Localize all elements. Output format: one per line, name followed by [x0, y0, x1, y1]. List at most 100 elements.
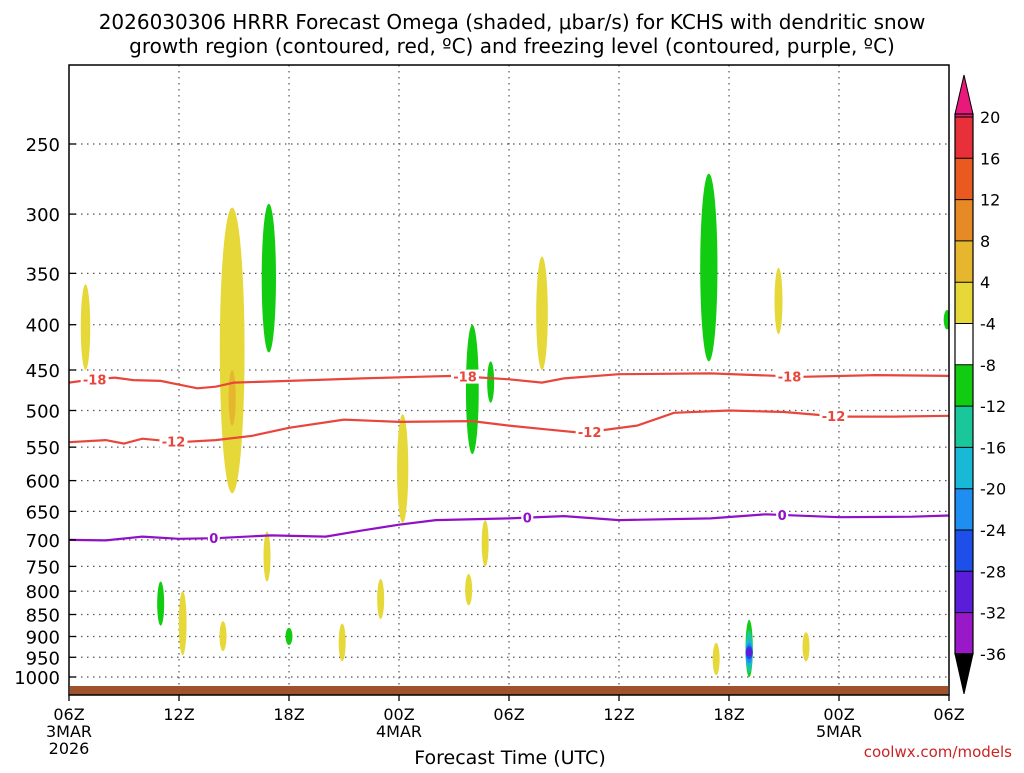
- omega-cell-10: [338, 623, 346, 662]
- colorbar-label-16: 16: [980, 149, 1000, 168]
- contour-label-bg-0-2: [521, 510, 534, 525]
- contour-label-0-2: 0: [523, 512, 532, 527]
- omega-cell-7: [263, 531, 271, 582]
- colorbar-bin-4: [955, 282, 973, 324]
- colorbar-label--12: -12: [980, 397, 1006, 416]
- contour-label-bg--12-2: [575, 424, 604, 439]
- colorbar-label-20: 20: [980, 108, 1000, 127]
- colorbar-bin--32: [955, 612, 973, 654]
- colorbar-label--4: -4: [980, 315, 996, 334]
- contour-label-bg--18-2: [451, 369, 479, 384]
- contour-label-bg-0-1: [207, 531, 220, 546]
- x-tick-label-24: 06Z: [493, 705, 524, 724]
- contour-label-bg--12-3: [819, 409, 848, 424]
- omega-cell-19: [774, 267, 783, 335]
- colorbar-bin--24: [955, 530, 973, 572]
- colorbar-bin-12: [955, 199, 973, 241]
- omega-cell-22: [802, 632, 810, 662]
- colorbar-label--16: -16: [980, 438, 1006, 457]
- colorbar-bin-top: [955, 114, 973, 117]
- omega-cell-1: [80, 284, 91, 370]
- y-tick-label-500: 500: [26, 402, 60, 423]
- y-tick-label-750: 750: [26, 557, 60, 578]
- omega-cell-9: [285, 627, 293, 645]
- contour-label--12-2: -12: [578, 426, 602, 441]
- x-tick-label-18: 00Z: [383, 705, 414, 724]
- omega-cell-16: [481, 520, 489, 567]
- y-tick-label-700: 700: [26, 531, 60, 552]
- colorbar-bin-20: [955, 117, 973, 159]
- y-tick-label-350: 350: [26, 264, 60, 285]
- y-axis: 2503003504004505005506006507007508008509…: [14, 135, 76, 689]
- colorbar-label--32: -32: [980, 604, 1006, 623]
- omega-cell-15: [465, 574, 473, 606]
- x-tick-label-12: 18Z: [273, 705, 304, 724]
- contour-label--12-3: -12: [822, 410, 846, 425]
- omega-cell-11: [377, 578, 385, 620]
- contour-line--12: [68, 409, 950, 445]
- colorbar-bin--16: [955, 447, 973, 489]
- y-tick-label-650: 650: [26, 502, 60, 523]
- colorbar-bin--20: [955, 488, 973, 530]
- y-tick-label-400: 400: [26, 316, 60, 337]
- contour-label-bg--18-3: [775, 369, 804, 384]
- colorbar-bin-8: [955, 240, 973, 283]
- colorbar-label--36: -36: [980, 645, 1006, 664]
- y-tick-label-900: 900: [26, 627, 60, 648]
- colorbar-bin--8: [955, 364, 973, 407]
- contour-label-bg--12-1: [159, 434, 188, 449]
- omega-cell-20: [943, 310, 949, 330]
- chart-title-line-1: 2026030306 HRRR Forecast Omega (shaded, …: [99, 10, 926, 34]
- omega-cell-2: [219, 207, 245, 494]
- x-tick-label-6: 12Z: [163, 705, 194, 724]
- omega-cell-12: [397, 414, 409, 524]
- omega-cell-28: [745, 648, 753, 657]
- contour-label--18-3: -18: [778, 370, 802, 385]
- contour-line--18: [68, 372, 950, 390]
- y-tick-label-250: 250: [26, 135, 60, 156]
- omega-cell-18: [700, 173, 718, 362]
- omega-cell-17: [536, 256, 548, 370]
- contour-label-bg--18-1: [80, 372, 109, 387]
- y-tick-label-450: 450: [26, 361, 60, 382]
- temperature-contours: -18 -18 -18 -12 -12 -12 0 0 0: [68, 369, 950, 547]
- colorbar-bin--28: [955, 571, 973, 613]
- colorbar-label--20: -20: [980, 480, 1006, 499]
- x-tick-label-30: 12Z: [603, 705, 634, 724]
- y-tick-label-600: 600: [26, 472, 60, 493]
- colorbar-bin--4: [955, 323, 973, 365]
- x-date-label-18: 4MAR: [376, 722, 422, 741]
- colorbar-bin-16: [955, 158, 973, 200]
- omega-cell-21: [712, 642, 720, 676]
- x-tick-label-0: 06Z: [53, 705, 84, 724]
- y-tick-label-1000: 1000: [14, 668, 60, 689]
- contour-label-0-1: 0: [209, 532, 218, 547]
- contour-label--12-1: -12: [162, 436, 186, 451]
- x-date-label-42: 5MAR: [816, 722, 862, 741]
- y-tick-label-800: 800: [26, 582, 60, 603]
- chart-title-line-2: growth region (contoured, red, ºC) and f…: [129, 34, 895, 58]
- colorbar-label-4: 4: [980, 273, 990, 292]
- y-tick-label-950: 950: [26, 648, 60, 669]
- y-tick-label-300: 300: [26, 205, 60, 226]
- x-axis-title: Forecast Time (UTC): [414, 747, 605, 768]
- omega-cell-6: [178, 591, 187, 656]
- y-tick-label-850: 850: [26, 606, 60, 627]
- omega-cell-13: [465, 324, 479, 455]
- x-tick-label-36: 18Z: [713, 705, 744, 724]
- x-tick-label-48: 06Z: [933, 705, 964, 724]
- x-tick-label-42: 00Z: [823, 705, 854, 724]
- omega-cell-14: [487, 361, 495, 403]
- contour-label-0-3: 0: [778, 509, 787, 524]
- site-credit: coolwx.com/models: [864, 743, 1012, 761]
- x-date-label-0: 3MAR: [46, 722, 92, 741]
- x-year-label-0: 2026: [49, 739, 90, 758]
- gridlines: [69, 65, 949, 695]
- colorbar-bottom-arrow: [954, 653, 974, 695]
- omega-shading: [80, 173, 949, 678]
- contour-label-bg-0-3: [776, 507, 789, 522]
- colorbar-label--28: -28: [980, 562, 1006, 581]
